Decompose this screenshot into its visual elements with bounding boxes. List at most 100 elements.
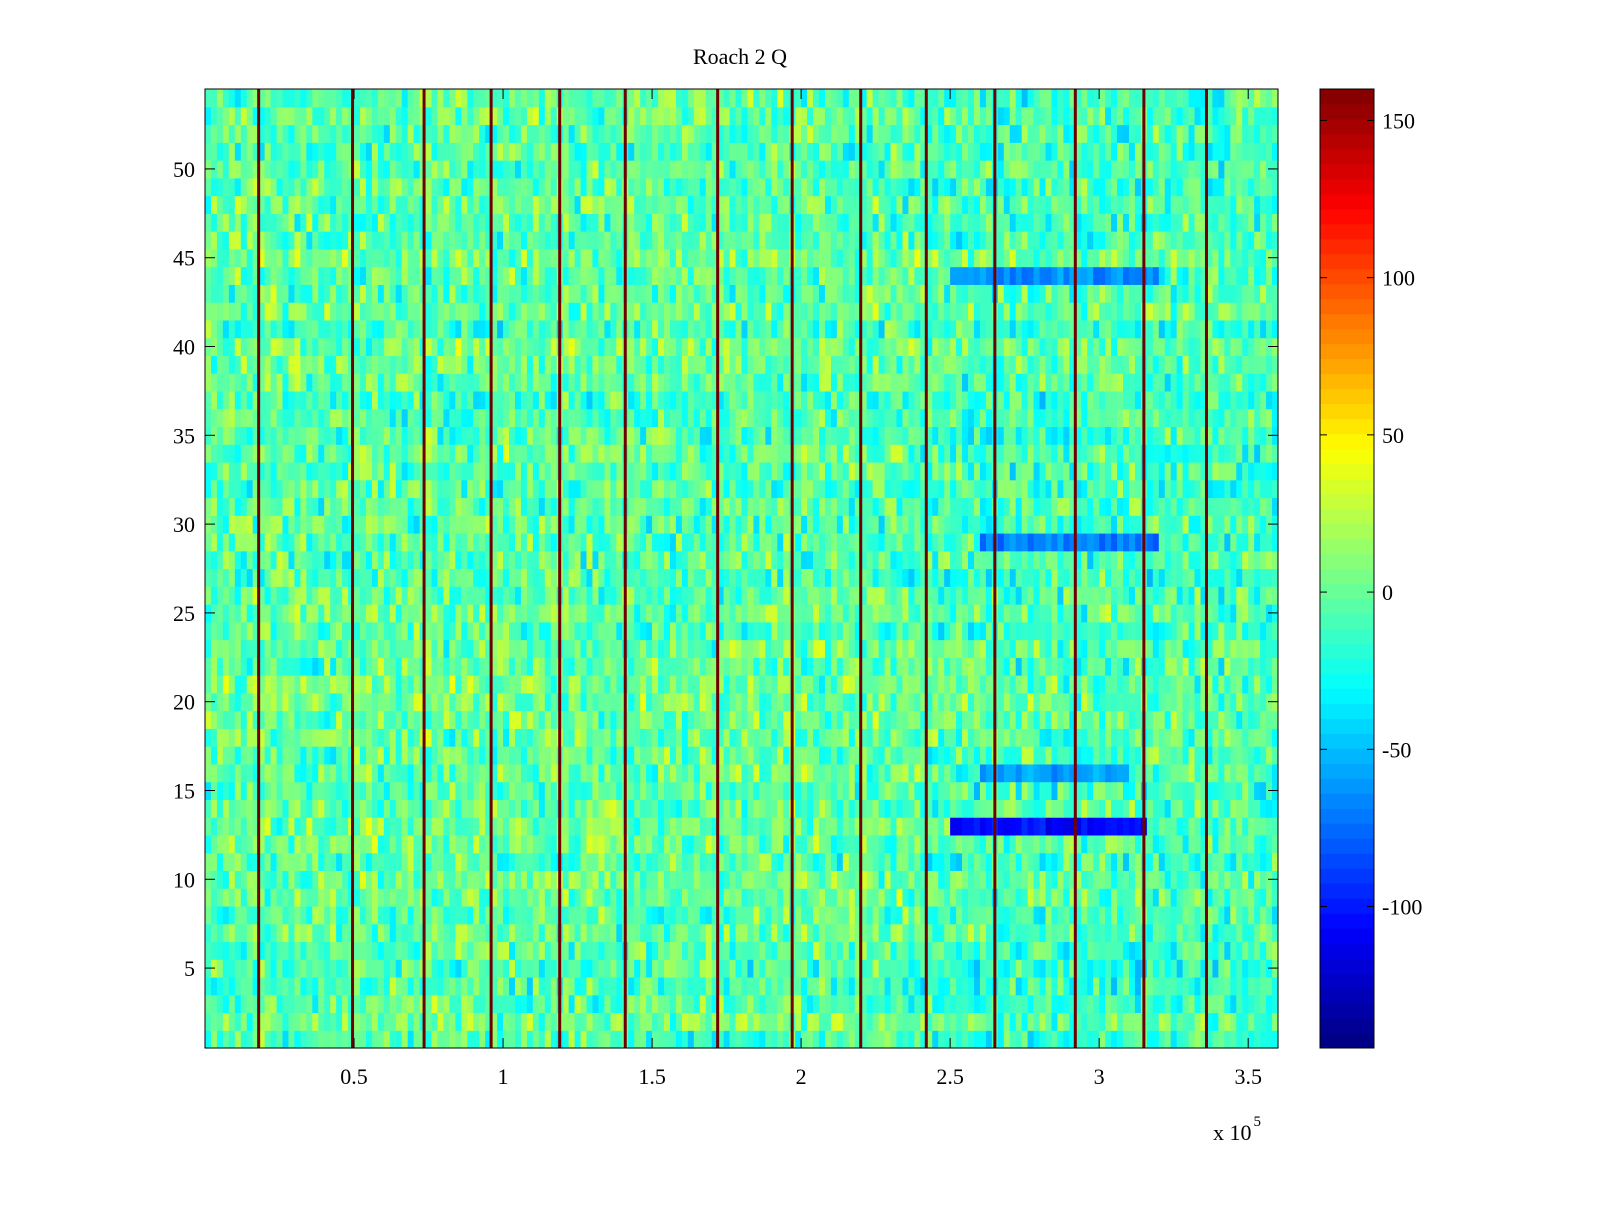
heatmap-cell [514, 621, 522, 641]
heatmap-cell [747, 781, 755, 800]
heatmap-cell [306, 834, 313, 854]
heatmap-cell [467, 941, 474, 960]
heatmap-cell [1176, 834, 1184, 854]
heatmap-cell [914, 568, 921, 587]
heatmap-cell [1188, 692, 1196, 712]
heatmap-cell [538, 817, 546, 836]
heatmap-cell [634, 923, 641, 943]
heatmap-cell [842, 781, 850, 800]
heatmap-cell [735, 870, 743, 889]
heatmap-cell [389, 941, 397, 960]
heatmap-cell [544, 763, 552, 783]
heatmap-cell [485, 817, 492, 836]
heatmap-cell [664, 550, 671, 570]
heatmap-cell [562, 692, 570, 712]
heatmap-cell [1081, 710, 1088, 729]
heatmap-cell [288, 870, 296, 889]
heatmap-cell [818, 710, 826, 729]
heatmap-cell [1224, 781, 1231, 800]
heatmap-cell [878, 817, 886, 836]
heatmap-cell [473, 799, 480, 818]
heatmap-cell [1128, 763, 1136, 783]
heatmap-cell [652, 586, 659, 605]
heatmap-cell [234, 763, 242, 783]
heatmap-cell [336, 746, 343, 765]
heatmap-cell [956, 888, 963, 907]
heatmap-cell [604, 763, 611, 783]
heatmap-cell [783, 781, 790, 800]
heatmap-cell [562, 834, 570, 854]
heatmap-cell [997, 799, 1005, 818]
heatmap-cell [312, 1030, 319, 1049]
heatmap-cell [1015, 675, 1023, 694]
heatmap-cell [1081, 1012, 1088, 1031]
heatmap-cell [693, 639, 701, 658]
heatmap-cell [216, 888, 224, 907]
heatmap-cell [997, 959, 1005, 978]
heatmap-cell [669, 781, 677, 800]
heatmap-cell [1224, 994, 1231, 1014]
heatmap-cell [979, 923, 987, 943]
heatmap-cell [675, 621, 683, 641]
heatmap-cell [664, 657, 671, 676]
heatmap-cell [717, 763, 725, 783]
heatmap-cell [371, 746, 379, 765]
heatmap-cell [968, 710, 975, 729]
heatmap-cell [1146, 675, 1154, 694]
heatmap-cell [616, 763, 623, 783]
heatmap-cell [616, 1012, 623, 1031]
heatmap-cell [401, 657, 409, 676]
heatmap-cell [1105, 604, 1112, 623]
heatmap-cell [598, 568, 605, 587]
heatmap-cell [246, 923, 254, 943]
heatmap-cell [801, 834, 808, 854]
heatmap-cell [896, 710, 904, 729]
heatmap-cell [926, 586, 933, 605]
heatmap-cell [753, 728, 760, 747]
heatmap-cell [693, 870, 701, 889]
heatmap-cell [538, 550, 546, 570]
heatmap-cell [574, 888, 582, 907]
heatmap-cell [1027, 639, 1035, 658]
heatmap-cell [860, 976, 868, 996]
heatmap-cell [950, 1012, 957, 1031]
heatmap-cell [890, 888, 898, 907]
heatmap-cell [598, 621, 605, 641]
heatmap-cell [318, 799, 325, 818]
heatmap-cell [258, 799, 266, 818]
heatmap-cell [1093, 799, 1100, 818]
heatmap-cell [604, 1030, 611, 1049]
heatmap-cell [538, 994, 546, 1014]
heatmap-cell [240, 621, 248, 641]
heatmap-cell [264, 870, 272, 889]
heatmap-cell [938, 639, 945, 658]
heatmap-cell [1218, 657, 1225, 676]
heatmap-cell [616, 621, 623, 641]
heatmap-cell [1027, 621, 1035, 641]
heatmap-cell [860, 1012, 868, 1031]
heatmap-cell [860, 905, 868, 925]
heatmap-cell [1009, 959, 1017, 978]
heatmap-cell [807, 728, 814, 747]
heatmap-cell [431, 888, 439, 907]
heatmap-cell [383, 994, 391, 1014]
heatmap-cell [395, 781, 403, 800]
heatmap-cell [449, 568, 456, 587]
heatmap-cell [836, 621, 844, 641]
heatmap-cell [407, 852, 415, 872]
heatmap-cell [914, 852, 921, 872]
heatmap-cell [300, 728, 307, 747]
heatmap-cell [1111, 781, 1118, 800]
heatmap-cell [1176, 817, 1184, 836]
heatmap-cell [497, 923, 504, 943]
heatmap-cell [669, 852, 677, 872]
heatmap-cell [246, 817, 254, 836]
heatmap-cell [562, 568, 570, 587]
heatmap-cell [1266, 675, 1273, 694]
heatmap-cell [598, 692, 605, 712]
heatmap-cell [1212, 568, 1219, 587]
heatmap-cell [807, 1030, 814, 1049]
heatmap-cell [723, 905, 731, 925]
heatmap-cell [568, 888, 576, 907]
heatmap-cell [407, 710, 415, 729]
